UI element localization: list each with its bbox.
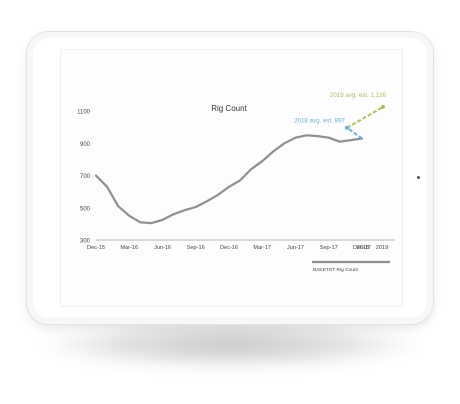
x-tick-label: Dec-17 xyxy=(353,245,371,251)
x-tick-label: Sep-17 xyxy=(320,245,338,251)
x-tick-label: Mar-16 xyxy=(120,245,138,251)
x-tick-label: 2019 xyxy=(376,245,388,251)
y-tick-label: 1100 xyxy=(77,110,91,116)
x-tick-label: Jun-17 xyxy=(287,245,304,251)
camera-dot xyxy=(417,176,420,179)
x-tick-label: Mar-17 xyxy=(253,245,271,251)
tablet-screen: 300 500 700 900 1100 Dec-15 Mar-16 Jun-16 Sep-16… xyxy=(60,49,403,307)
x-tick-label: Dec-16 xyxy=(220,245,238,251)
y-tick-label: 500 xyxy=(80,206,91,212)
series-line-rig-count xyxy=(94,134,364,225)
chart-title: Rig Count xyxy=(211,104,247,113)
y-tick-label: 700 xyxy=(80,174,91,180)
legend-label-rig-count: BAKETOT Rig Count xyxy=(313,267,359,273)
forecast-line-2019 xyxy=(346,106,384,129)
annotation-2018: 2018 avg. est. 997 xyxy=(294,118,345,125)
rig-count-chart: 300 500 700 900 1100 Dec-15 Mar-16 Jun-16 Sep-16… xyxy=(77,92,395,273)
forecast-point-2019 xyxy=(381,104,385,109)
forecast-line-2018 xyxy=(346,126,363,140)
x-tick-label: Sep-16 xyxy=(187,245,205,251)
forecast-point-2018 xyxy=(345,125,349,130)
y-tick-label: 300 xyxy=(80,239,91,245)
annotation-2019: 2019 avg. est. 1,126 xyxy=(330,92,387,99)
y-tick-label: 900 xyxy=(80,142,91,148)
x-tick-label: Jun-16 xyxy=(154,245,171,251)
x-tick-label: Dec-15 xyxy=(87,245,105,251)
x-tick-label: 2018 xyxy=(357,245,369,251)
tablet-shadow xyxy=(40,318,420,370)
